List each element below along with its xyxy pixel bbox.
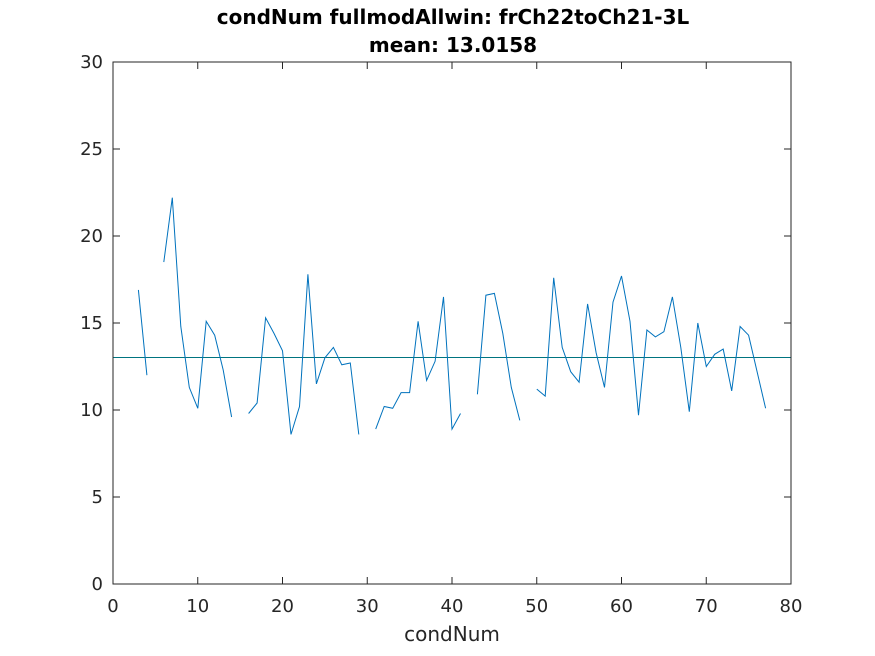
x-axis-label: condNum (404, 622, 500, 646)
chart-subtitle: mean: 13.0158 (369, 33, 537, 57)
x-tick-label: 30 (356, 596, 379, 617)
x-tick-label: 70 (695, 596, 718, 617)
y-tick-label: 20 (80, 226, 103, 247)
x-tick-label: 50 (525, 596, 548, 617)
y-tick-label: 5 (92, 487, 103, 508)
y-tick-label: 30 (80, 52, 103, 73)
y-tick-label: 25 (80, 139, 103, 160)
series-line-0 (137, 197, 767, 435)
y-tick-label: 0 (92, 574, 103, 595)
x-tick-label: 40 (441, 596, 464, 617)
x-tick-label: 0 (107, 596, 118, 617)
x-tick-label: 20 (271, 596, 294, 617)
y-tick-label: 10 (80, 400, 103, 421)
y-tick-label: 15 (80, 313, 103, 334)
x-tick-label: 60 (610, 596, 633, 617)
x-tick-label: 80 (780, 596, 803, 617)
chart-title: condNum fullmodAllwin: frCh22toCh21-3L (217, 5, 690, 29)
x-axis-ticks: 0 10 20 30 40 50 60 70 80 (107, 62, 802, 617)
x-tick-label: 10 (186, 596, 209, 617)
plot-area (113, 62, 791, 584)
y-axis-ticks: 0 5 10 15 20 25 30 (80, 52, 791, 595)
